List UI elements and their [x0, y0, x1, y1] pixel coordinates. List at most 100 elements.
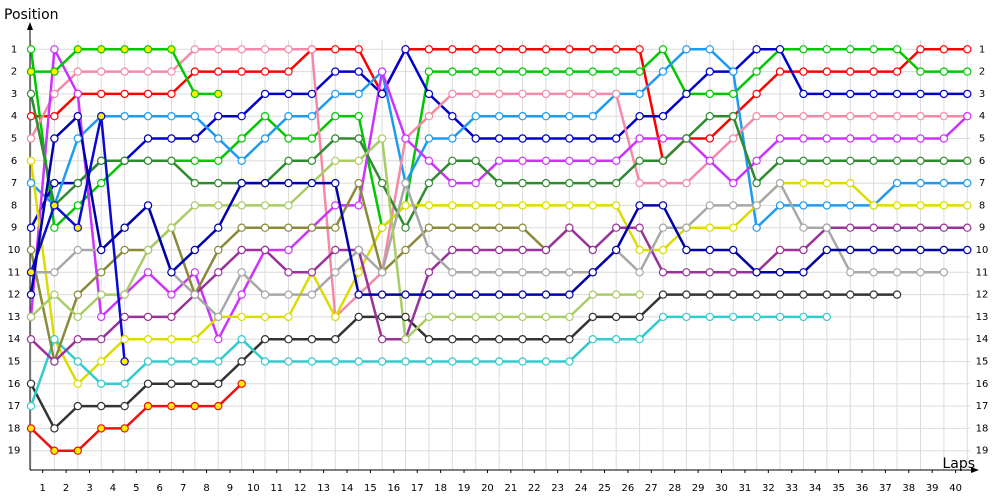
lap-marker — [354, 134, 363, 143]
lap-marker — [73, 446, 83, 455]
x-tick-label: 4 — [110, 483, 116, 494]
lap-marker — [190, 268, 200, 277]
lap-marker — [377, 89, 387, 99]
x-tick-label: 32 — [762, 483, 775, 494]
lap-marker — [448, 290, 457, 299]
lap-marker — [658, 290, 668, 299]
x-tick-label: 31 — [739, 483, 752, 494]
lap-marker — [963, 89, 972, 99]
y-tick-label-right: 15 — [976, 357, 989, 368]
lap-marker — [120, 223, 129, 232]
lap-marker — [73, 67, 83, 76]
lap-marker — [120, 89, 129, 99]
lap-marker — [260, 335, 270, 344]
lap-marker — [963, 223, 972, 232]
lap-marker — [73, 312, 83, 322]
lap-marker — [869, 134, 878, 143]
x-tick-label: 23 — [551, 483, 564, 494]
lap-marker — [518, 357, 527, 366]
lap-marker — [635, 312, 644, 322]
lap-marker — [799, 290, 808, 299]
lap-marker — [518, 111, 527, 121]
lap-marker — [190, 45, 200, 54]
lap-marker — [73, 245, 83, 255]
lap-marker — [775, 178, 785, 188]
lap-marker — [565, 45, 574, 54]
x-tick-label: 1 — [40, 483, 46, 494]
lap-marker — [50, 89, 59, 99]
lap-marker — [143, 134, 153, 143]
lap-marker — [846, 223, 855, 232]
lap-marker — [541, 45, 551, 54]
x-tick-label: 35 — [832, 483, 845, 494]
series-line — [30, 382, 243, 452]
lap-marker — [565, 290, 574, 299]
lap-marker — [50, 134, 59, 143]
lap-marker — [916, 201, 925, 210]
lap-marker — [963, 156, 972, 165]
lap-marker — [471, 245, 480, 255]
lap-marker — [588, 178, 597, 188]
x-tick-label: 22 — [528, 483, 541, 494]
x-tick-label: 5 — [133, 483, 139, 494]
lap-marker — [611, 134, 621, 143]
lap-marker — [424, 312, 434, 322]
lap-marker — [284, 156, 293, 165]
lap-marker — [97, 268, 106, 277]
lap-marker — [565, 67, 574, 76]
lap-marker — [799, 89, 808, 99]
lap-marker — [214, 312, 223, 322]
lap-marker — [611, 89, 621, 99]
lap-marker — [775, 245, 785, 255]
lap-marker — [401, 312, 410, 322]
lap-marker — [916, 223, 925, 232]
lap-marker — [448, 245, 457, 255]
lap-marker — [354, 201, 363, 210]
lap-marker — [471, 312, 480, 322]
lap-marker — [869, 67, 878, 76]
lap-marker — [26, 312, 36, 322]
lap-marker — [97, 424, 106, 433]
y-tick-label-right: 7 — [979, 178, 985, 189]
lap-marker — [167, 268, 176, 277]
lap-marker — [377, 357, 387, 366]
x-tick-label: 13 — [317, 483, 330, 494]
y-tick-label-right: 18 — [976, 423, 989, 434]
y-tick-label-right: 3 — [979, 89, 985, 100]
lap-marker — [775, 156, 785, 165]
lap-marker — [448, 357, 457, 366]
lap-marker — [377, 178, 387, 188]
x-axis-arrow — [971, 467, 979, 473]
lap-marker — [424, 290, 434, 299]
lap-marker — [565, 201, 574, 210]
lap-marker — [541, 335, 551, 344]
lap-marker — [26, 111, 36, 121]
lap-marker — [73, 45, 83, 54]
lap-marker — [120, 312, 129, 322]
y-tick-label-right: 11 — [976, 267, 989, 278]
lap-marker — [635, 134, 644, 143]
lap-marker — [892, 245, 902, 255]
lap-marker — [705, 134, 715, 143]
lap-marker — [518, 178, 527, 188]
lap-marker — [307, 335, 317, 344]
lap-marker — [260, 357, 270, 366]
lap-marker — [237, 312, 246, 322]
lap-marker — [97, 178, 106, 188]
lap-marker — [307, 134, 317, 143]
lap-marker — [892, 111, 902, 121]
lap-marker — [214, 268, 223, 277]
lap-marker — [260, 312, 270, 322]
lap-marker — [611, 201, 621, 210]
lap-marker — [869, 201, 878, 210]
lap-marker — [541, 201, 551, 210]
lap-marker — [237, 156, 246, 165]
y-tick-label: 17 — [8, 401, 21, 412]
y-tick-label: 4 — [11, 111, 17, 122]
x-tick-label: 27 — [645, 483, 658, 494]
lap-marker — [518, 223, 527, 232]
lap-marker — [377, 67, 387, 76]
lap-marker — [97, 245, 106, 255]
lap-marker — [565, 156, 574, 165]
lap-marker — [26, 134, 36, 143]
